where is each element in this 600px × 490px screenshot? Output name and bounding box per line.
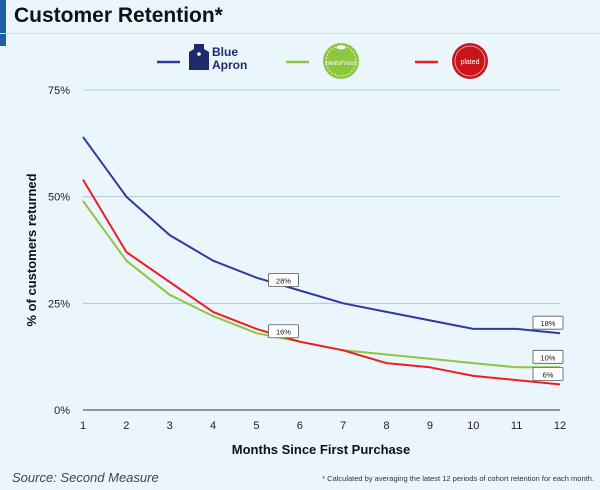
- title-divider: [0, 33, 600, 34]
- annotation-label: 6%: [543, 370, 554, 379]
- x-tick-label: 6: [297, 420, 303, 432]
- x-tick-label: 9: [427, 420, 433, 432]
- source-note: Source: Second Measure: [12, 470, 159, 485]
- x-tick-label: 1: [80, 420, 86, 432]
- annotation-callout: 28%: [268, 273, 299, 287]
- y-axis-title: % of customers returned: [24, 173, 39, 326]
- x-tick-label: 10: [467, 420, 479, 432]
- series-line-blue-apron: [82, 136, 561, 335]
- series-line-plated: [82, 179, 561, 386]
- legend-label-plated: plated: [460, 59, 479, 66]
- annotation-callout: 16%: [268, 324, 299, 339]
- legend-item-plated: plated: [415, 43, 488, 79]
- x-tick-label: 11: [511, 420, 522, 432]
- legend-label-blue-apron-line1: Blue: [212, 45, 238, 59]
- legend-item-hellofresh: HelloFresh: [286, 43, 359, 79]
- y-tick-label: 75%: [48, 85, 70, 97]
- annotation-callout: 10%: [532, 349, 564, 364]
- annotation-box: [532, 366, 564, 381]
- annotation-label: 16%: [276, 328, 291, 337]
- annotation-box: [268, 273, 299, 287]
- legend-item-blue-apron: Blue Apron: [157, 44, 247, 72]
- series-lines: [82, 136, 561, 386]
- annotations: 28% 16% 18% 10% 6%: [268, 273, 564, 381]
- annotation-box: [532, 349, 564, 364]
- plated-badge-logo-icon: [452, 43, 488, 79]
- x-tick-label: 12: [554, 420, 566, 432]
- y-tick-label: 0%: [54, 405, 70, 417]
- x-tick-label: 2: [123, 420, 129, 432]
- annotation-callout: 6%: [532, 366, 564, 381]
- x-tick-label: 3: [167, 420, 173, 432]
- x-tick-label: 4: [210, 420, 216, 432]
- annotation-box: [268, 324, 299, 339]
- annotation-callout: 18%: [532, 315, 564, 330]
- footnote: * Calculated by averaging the latest 12 …: [322, 474, 594, 483]
- annotation-box: [532, 315, 564, 330]
- legend-label-hellofresh: HelloFresh: [325, 60, 357, 67]
- annotation-label: 18%: [540, 319, 555, 328]
- x-tick-label: 8: [383, 420, 389, 432]
- gridlines: [83, 89, 560, 304]
- x-tick-label: 5: [253, 420, 259, 432]
- x-tick-label: 7: [340, 420, 346, 432]
- hellofresh-leaf-logo-icon: [323, 43, 359, 79]
- legend: Blue Apron HelloFresh plated: [157, 43, 488, 79]
- apron-logo-icon: [189, 44, 209, 70]
- annotation-label: 10%: [540, 353, 555, 362]
- legend-label-blue-apron-line2: Apron: [212, 58, 247, 72]
- line-chart: Blue Apron HelloFresh plated: [24, 43, 566, 457]
- annotation-label: 28%: [276, 277, 291, 286]
- title-accent-bar: [0, 0, 6, 46]
- axes: 0%25%50%75%1 2 3 4 5 6 7 8 9 10 11 12: [48, 85, 566, 432]
- x-axis-title: Months Since First Purchase: [232, 442, 410, 457]
- y-tick-label: 50%: [48, 192, 70, 204]
- series-line-hellofresh: [82, 200, 560, 369]
- chart-title: Customer Retention*: [14, 4, 223, 27]
- y-tick-label: 25%: [48, 298, 70, 310]
